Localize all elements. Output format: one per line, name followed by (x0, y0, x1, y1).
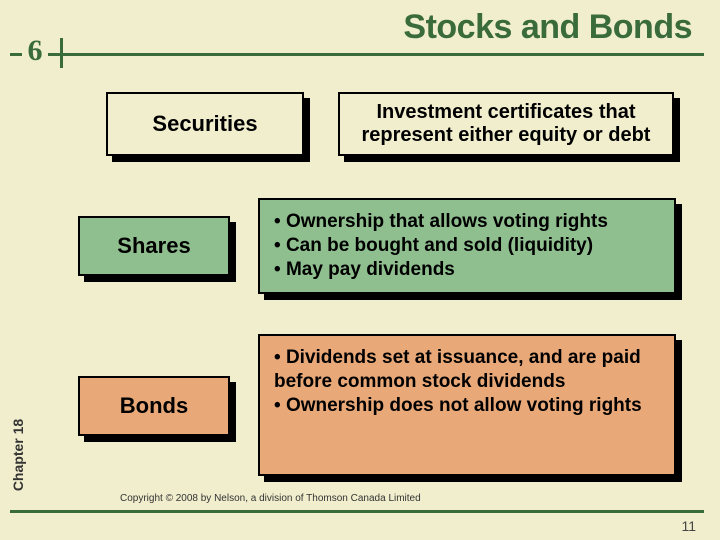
copyright: Copyright © 2008 by Nelson, a division o… (120, 493, 421, 504)
shares-bullet-2: Can be bought and sold (liquidity) (274, 234, 660, 258)
sidebar-label-wrap: Chapter 18 (6, 400, 30, 510)
sidebar-label: Chapter 18 (10, 419, 26, 491)
securities-label-box: Securities (106, 92, 304, 156)
shares-bullet-1: Ownership that allows voting rights (274, 210, 660, 234)
page-title: Stocks and Bonds (403, 8, 692, 47)
bonds-bullet-2: Ownership does not allow voting rights (274, 394, 660, 418)
shares-bullet-box: Ownership that allows voting rights Can … (258, 198, 676, 294)
bonds-bullet-box: Dividends set at issuance, and are paid … (258, 334, 676, 476)
page-number: 11 (681, 518, 696, 534)
shares-label: Shares (117, 233, 190, 259)
shares-bullet-3: May pay dividends (274, 258, 660, 282)
securities-desc-box: Investment certificates that represent e… (338, 92, 674, 156)
securities-label: Securities (152, 111, 257, 137)
securities-desc: Investment certificates that represent e… (350, 101, 662, 147)
bonds-bullets: Dividends set at issuance, and are paid … (274, 346, 660, 417)
bonds-label-box: Bonds (78, 376, 230, 436)
top-rule (10, 53, 704, 56)
bottom-rule (10, 510, 704, 513)
tick-up (60, 38, 63, 53)
shares-bullets: Ownership that allows voting rights Can … (274, 210, 660, 281)
bonds-bullet-1: Dividends set at issuance, and are paid … (274, 346, 660, 394)
chapter-marker: 6 (22, 34, 48, 72)
bonds-label: Bonds (120, 393, 188, 419)
shares-label-box: Shares (78, 216, 230, 276)
tick-down (60, 53, 63, 68)
